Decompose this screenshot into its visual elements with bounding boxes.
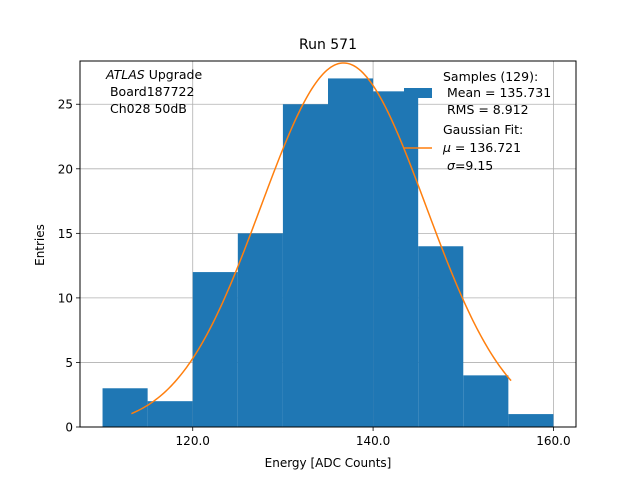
gaussian-fit-layer bbox=[131, 62, 512, 415]
legend-samples-mean: Mean = 135.731 bbox=[443, 85, 551, 100]
atlas-italic: ATLAS bbox=[105, 67, 145, 82]
legend-sigma-value: =9.15 bbox=[455, 158, 493, 173]
y-tick-label: 5 bbox=[65, 356, 73, 370]
y-tick-label: 25 bbox=[58, 98, 73, 112]
atlas-annotation-board: Board187722 bbox=[106, 84, 194, 99]
histogram-bar bbox=[237, 233, 283, 427]
legend-mu-symbol: μ bbox=[442, 140, 451, 155]
x-axis-ticks: 120.0 140.0 160.0 bbox=[176, 427, 571, 448]
x-tick-label: 140.0 bbox=[356, 434, 390, 448]
histogram-bar bbox=[373, 91, 419, 427]
axes-frame bbox=[79, 60, 577, 428]
x-axis-label: Energy [ADC Counts] bbox=[265, 456, 392, 470]
y-axis-ticks: 0 5 10 15 20 25 bbox=[58, 98, 80, 435]
histogram-bar bbox=[328, 78, 374, 427]
x-tick-label: 120.0 bbox=[176, 434, 210, 448]
legend-sigma-symbol: σ bbox=[447, 158, 456, 173]
legend-fit-sigma: σ=9.15 bbox=[447, 158, 493, 173]
legend-mu-value: = 136.721 bbox=[451, 140, 521, 155]
legend-samples-rms: RMS = 8.912 bbox=[443, 102, 529, 117]
legend-samples-title: Samples (129): bbox=[443, 69, 538, 84]
y-tick-label: 10 bbox=[58, 291, 73, 305]
atlas-annotation-channel: Ch028 50dB bbox=[106, 101, 187, 116]
histogram-bars bbox=[102, 78, 554, 427]
histogram-bar bbox=[102, 388, 148, 427]
y-axis-label: Entries bbox=[33, 224, 47, 266]
legend: Samples (129): Mean = 135.731 RMS = 8.91… bbox=[404, 69, 551, 173]
x-tick-label: 160.0 bbox=[536, 434, 570, 448]
histogram-bar bbox=[418, 246, 464, 427]
gaussian-fit-line bbox=[131, 62, 512, 415]
histogram-bar bbox=[463, 375, 509, 427]
y-tick-label: 15 bbox=[58, 227, 73, 241]
legend-fit-title: Gaussian Fit: bbox=[443, 122, 523, 137]
chart-title: Run 571 bbox=[299, 37, 357, 53]
histogram-bar bbox=[192, 272, 238, 427]
legend-fit-mu: μ = 136.721 bbox=[442, 140, 521, 155]
histogram-bar bbox=[147, 401, 193, 427]
histogram-bar bbox=[282, 104, 328, 427]
atlas-annotation-line1: ATLAS Upgrade bbox=[105, 67, 202, 82]
y-tick-label: 20 bbox=[58, 162, 73, 176]
histogram-bar bbox=[508, 414, 554, 427]
y-tick-label: 0 bbox=[65, 421, 73, 435]
atlas-annotation: ATLAS Upgrade Board187722 Ch028 50dB bbox=[105, 67, 202, 116]
legend-samples-swatch bbox=[404, 88, 432, 98]
atlas-upgrade: Upgrade bbox=[145, 67, 203, 82]
